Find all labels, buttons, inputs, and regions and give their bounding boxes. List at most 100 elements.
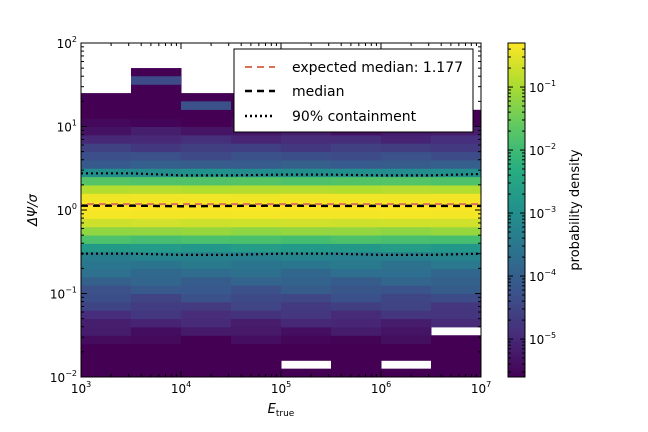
heatmap-cell: [431, 351, 481, 361]
heatmap-cell: [331, 251, 382, 261]
heatmap-cell: [381, 368, 432, 377]
heatmap-cell: [181, 243, 232, 253]
heatmap-cell: [131, 159, 182, 169]
y-tick-label: 101: [57, 119, 77, 135]
colorbar-tick-label: 10−5: [529, 331, 556, 347]
heatmap-cell: [431, 151, 481, 161]
heatmap-cell: [231, 143, 282, 153]
heatmap-cell: [231, 335, 282, 345]
heatmap-cell: [81, 285, 132, 294]
heatmap-cell: [81, 101, 132, 111]
heatmap-cell: [81, 235, 132, 244]
heatmap-cell: [131, 310, 182, 320]
heatmap-cell: [231, 318, 282, 328]
heatmap-cell: [431, 318, 481, 328]
heatmap-cell: [431, 368, 481, 377]
heatmap-cell: [281, 318, 332, 328]
heatmap-cell: [231, 201, 282, 211]
heatmap-cell: [381, 276, 432, 286]
heatmap-cell: [131, 168, 182, 178]
heatmap-cell: [231, 176, 282, 186]
heatmap-cell: [281, 193, 332, 203]
heatmap-cell: [231, 351, 282, 361]
heatmap-cell: [381, 301, 432, 311]
heatmap-cell: [281, 168, 332, 178]
heatmap-cell: [231, 184, 282, 194]
colorbar-ticks: 10−5 10−4 10−3 10−2 10−1: [508, 42, 556, 373]
heatmap-cell: [231, 343, 282, 353]
heatmap-cell: [231, 210, 282, 219]
heatmap-cell: [331, 143, 382, 153]
heatmap-cell: [181, 360, 232, 370]
heatmap-cell: [281, 285, 332, 294]
heatmap-cell: [81, 226, 132, 236]
heatmap-cell: [81, 335, 132, 345]
heatmap-cell: [331, 193, 382, 203]
heatmap-cell: [231, 168, 282, 178]
heatmap-cell: [131, 126, 182, 136]
heatmap-cell: [181, 260, 232, 269]
heatmap-cell: [331, 226, 382, 236]
heatmap-cell: [181, 93, 232, 102]
heatmap-cell: [81, 134, 132, 144]
lines-layer: [81, 172, 481, 256]
heatmap-cell: [381, 260, 432, 269]
heatmap-cell: [231, 310, 282, 320]
heatmap-cell: [181, 168, 232, 178]
heatmap-cell: [181, 368, 232, 377]
heatmap-cell: [381, 285, 432, 294]
heatmap-cell: [381, 310, 432, 320]
heatmap-cell: [181, 193, 232, 203]
heatmap-cell: [81, 109, 132, 119]
heatmap-cell: [181, 143, 232, 153]
heatmap-cell: [381, 159, 432, 169]
heatmap-cell: [81, 118, 132, 127]
heatmap-cell: [231, 235, 282, 244]
heatmap-cell: [181, 126, 232, 136]
heatmap-cell: [431, 159, 481, 169]
heatmap-cell: [331, 218, 382, 228]
heatmap-cell: [281, 268, 332, 278]
heatmap-cell: [331, 276, 382, 286]
heatmap-cell: [381, 318, 432, 328]
heatmap-cell: [131, 84, 182, 94]
heatmap-cell: [81, 351, 132, 361]
heatmap-cell: [131, 285, 182, 294]
heatmap-cell: [231, 193, 282, 203]
heatmap-cell: [231, 301, 282, 311]
heatmap-cell: [431, 260, 481, 269]
heatmap-cell: [381, 143, 432, 153]
heatmap-cell: [131, 134, 182, 144]
heatmap-cell: [281, 210, 332, 219]
heatmap-cell: [181, 326, 232, 336]
heatmap-cell: [381, 293, 432, 303]
heatmap-cell: [131, 218, 182, 228]
heatmap-cell: [331, 134, 382, 144]
heatmap-cell: [331, 151, 382, 161]
heatmap-cell: [331, 301, 382, 311]
x-axis-label: Etrue: [268, 402, 295, 419]
colorbar-label: probability density: [568, 149, 583, 270]
heatmap-cell: [231, 260, 282, 269]
heatmap-cell: [281, 335, 332, 345]
heatmap-cell: [131, 318, 182, 328]
heatmap-cell: [181, 159, 232, 169]
heatmap-cell: [331, 318, 382, 328]
heatmap-cell: [181, 101, 231, 110]
heatmap-cell: [231, 276, 282, 286]
heatmap-cell: [431, 251, 481, 261]
heatmap-cell: [181, 335, 232, 345]
heatmap-cell: [81, 126, 132, 136]
heatmap-cell: [431, 226, 481, 236]
heatmap-cell: [331, 360, 382, 370]
heatmap-cell: [281, 151, 332, 161]
heatmap-cell: [81, 143, 132, 153]
heatmap-cell: [331, 310, 382, 320]
heatmap-cell: [381, 335, 432, 345]
heatmap-cell: [231, 251, 282, 261]
heatmap-cell: [381, 326, 432, 336]
heatmap-cell: [381, 176, 432, 186]
heatmap-cell: [181, 310, 232, 320]
heatmap-cell: [181, 176, 232, 186]
